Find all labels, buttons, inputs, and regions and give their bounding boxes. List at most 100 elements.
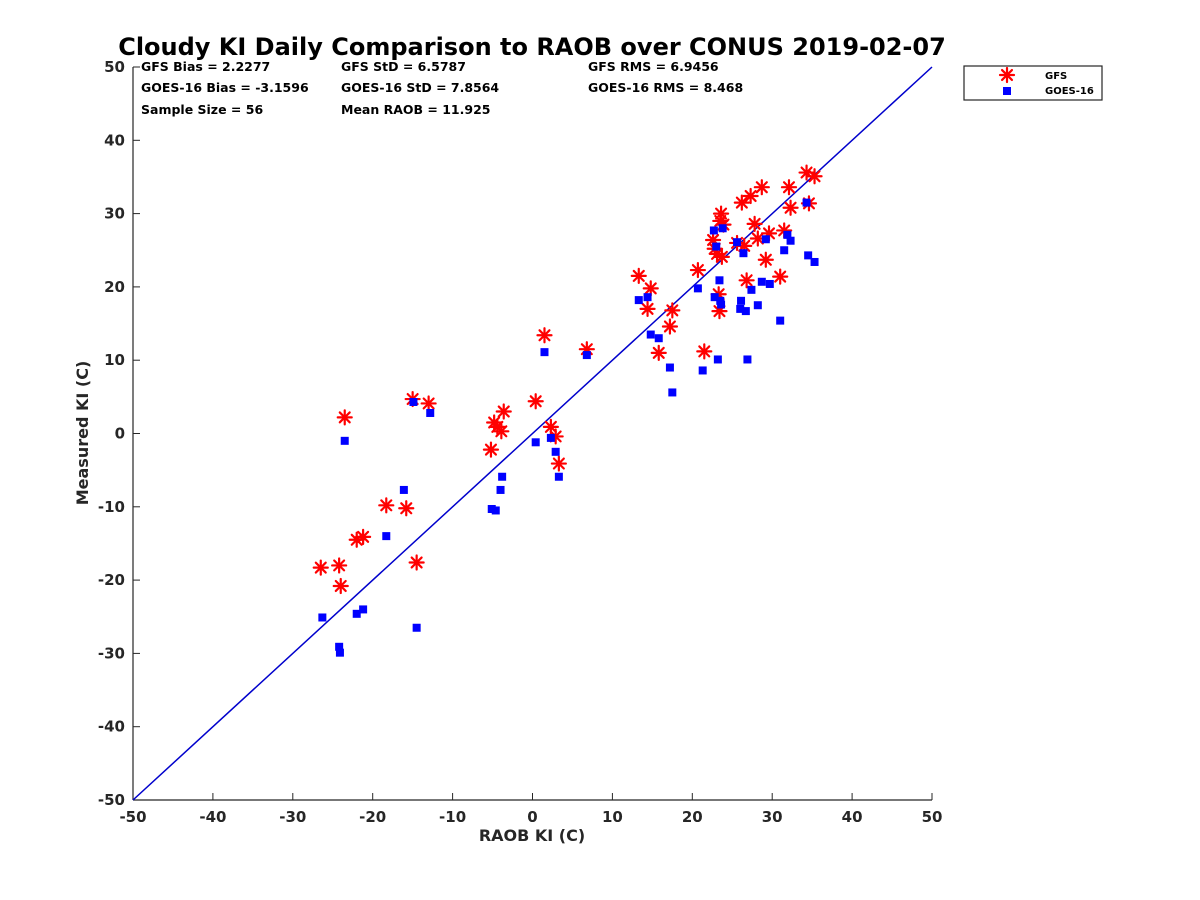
goes16-point [712, 242, 721, 251]
goes16-point [409, 397, 418, 406]
gfs-point [712, 205, 730, 222]
x-tick-label: 0 [527, 808, 537, 826]
y-tick-label: 20 [104, 278, 125, 296]
y-ticks: 50 40 30 20 10 0 -10 -20 -30 -40 -50 [98, 58, 140, 809]
gfs-point [495, 403, 512, 420]
goes16-point [382, 532, 391, 541]
gfs-point [738, 272, 755, 289]
gfs-point [331, 557, 348, 574]
y-tick-label: 0 [115, 425, 125, 443]
gfs-point [742, 187, 759, 205]
x-axis-label: RAOB KI (C) [479, 826, 585, 845]
goes16-point [747, 285, 756, 294]
goes16-point [634, 296, 643, 305]
goes16-point [810, 257, 819, 266]
goes16-point [776, 316, 785, 325]
y-tick-label: -40 [98, 718, 125, 736]
gfs-point [355, 528, 372, 545]
y-tick-label: 50 [104, 58, 125, 76]
goes16-point [412, 623, 421, 632]
goes16-point [554, 472, 563, 481]
goes16-point [531, 438, 540, 447]
goes16-point [718, 224, 727, 233]
goes16-point [668, 388, 677, 397]
gfs-point [733, 194, 750, 211]
gfs-point [806, 168, 823, 185]
goes16-point [335, 648, 344, 657]
x-tick-label: -50 [119, 808, 146, 826]
stat-gfs-std: GFS StD = 6.5787 [341, 59, 466, 74]
stat-sample-size: Sample Size = 56 [141, 102, 263, 117]
stat-goes-bias: GOES-16 Bias = -3.1596 [141, 80, 309, 95]
gfs-point [661, 318, 679, 335]
x-tick-label: 40 [842, 808, 863, 826]
stat-goes-rms: GOES-16 RMS = 8.468 [588, 80, 743, 95]
y-axis-label: Measured KI (C) [73, 361, 92, 506]
chart-title: Cloudy KI Daily Comparison to RAOB over … [118, 33, 946, 61]
goes16-point [783, 230, 792, 239]
series-goes16 [318, 198, 819, 657]
goes16-point [359, 605, 368, 614]
x-tick-label: -10 [439, 808, 466, 826]
gfs-point [664, 302, 681, 319]
goes16-point [761, 235, 770, 244]
y-tick-label: -30 [98, 644, 125, 662]
x-tick-label: -30 [279, 808, 306, 826]
goes16-point [491, 506, 500, 515]
goes16-point [646, 330, 655, 339]
y-tick-label: -50 [98, 791, 125, 809]
gfs-point [550, 455, 567, 472]
gfs-point [757, 251, 774, 268]
goes16-point [709, 226, 718, 235]
gfs-point [332, 577, 349, 595]
stat-mean-raob: Mean RAOB = 11.925 [341, 102, 490, 117]
goes16-point [582, 351, 591, 360]
y-tick-label: 40 [104, 131, 125, 149]
gfs-point [527, 393, 544, 410]
y-tick-label: 10 [104, 351, 125, 369]
stat-goes-std: GOES-16 StD = 7.8564 [341, 80, 499, 95]
goes16-point [715, 276, 724, 285]
gfs-point [336, 409, 353, 426]
legend: GFS GOES-16 [963, 65, 1103, 101]
goes16-point [736, 304, 745, 313]
stats-block: GFS Bias = 2.2277 GFS StD = 6.5787 GFS R… [141, 59, 743, 117]
goes16-point [765, 279, 774, 288]
goes16-point [804, 251, 813, 260]
stat-gfs-bias: GFS Bias = 2.2277 [141, 59, 270, 74]
x-tick-label: 10 [602, 808, 623, 826]
gfs-point [542, 418, 559, 436]
x-tick-label: 20 [682, 808, 703, 826]
gfs-point [650, 344, 667, 361]
y-tick-label: 30 [104, 205, 125, 223]
goes16-point [643, 293, 652, 302]
y-tick-label: -10 [98, 498, 125, 516]
goes16-point [733, 238, 742, 247]
gfs-point [782, 199, 799, 216]
goes16-point [540, 348, 549, 357]
gfs-point [420, 395, 437, 412]
goes16-point [426, 408, 435, 417]
goes16-point [743, 355, 752, 364]
gfs-point [536, 327, 553, 344]
goes16-point [318, 613, 327, 622]
goes16-point [717, 300, 726, 309]
goes16-point [741, 307, 750, 316]
x-ticks: -50 -40 -30 -20 -10 0 10 20 30 40 50 [119, 793, 942, 826]
x-tick-label: -40 [199, 808, 226, 826]
gfs-point [493, 423, 510, 440]
goes16-point [551, 447, 560, 456]
gfs-point [713, 248, 730, 265]
x-tick-label: 30 [762, 808, 783, 826]
legend-gfs-label: GFS [1045, 71, 1067, 82]
gfs-point [746, 215, 763, 232]
gfs-point [772, 268, 789, 285]
gfs-point [639, 300, 656, 317]
gfs-point [398, 500, 415, 517]
y-tick-label: -20 [98, 571, 125, 589]
gfs-point [408, 554, 425, 571]
series-gfs [312, 164, 823, 595]
goes16-point [713, 355, 722, 364]
goes16-point [352, 609, 361, 618]
